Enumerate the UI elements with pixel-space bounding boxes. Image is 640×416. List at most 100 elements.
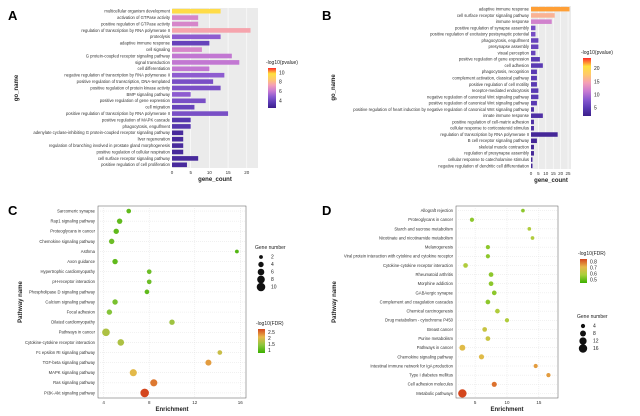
bar — [172, 66, 210, 72]
category-label: Sarcomeric synapse — [57, 208, 96, 213]
data-point — [146, 279, 152, 285]
x-tick-label: 0 — [530, 171, 533, 176]
bar — [531, 94, 539, 100]
category-label: TGF-beta signaling pathway — [43, 360, 96, 365]
x-tick-label: 0 — [171, 170, 174, 175]
category-label: negative regulation of dendritic cell di… — [438, 163, 529, 168]
category-label: Focal adhesion — [67, 310, 96, 315]
size-legend-title: Gene number — [255, 245, 286, 251]
size-legend-dot — [257, 268, 265, 276]
data-point — [146, 269, 152, 275]
x-tick-label: 20 — [558, 171, 564, 176]
category-label: B cell receptor signaling pathway — [468, 138, 530, 143]
bar — [172, 143, 184, 148]
category-label: adenylate cyclase-inhibiting G protein-c… — [33, 130, 171, 135]
colorbar-tick-label: 20 — [594, 66, 600, 72]
data-point — [495, 308, 500, 314]
size-legend-label: 4 — [271, 262, 274, 268]
size-legend-dot — [257, 275, 265, 284]
category-label: negative regulation of canonical Wnt sig… — [427, 94, 530, 99]
x-tick-label: 25 — [566, 171, 572, 176]
data-point — [463, 263, 468, 268]
size-legend-dot — [580, 323, 586, 329]
category-label: immune response — [496, 19, 530, 24]
colorbar-tick-label: 10 — [279, 70, 285, 76]
category-label: Cell adhesion molecules — [408, 382, 453, 387]
bar — [531, 113, 543, 118]
bar — [531, 13, 555, 18]
category-label: liver regeneration — [138, 137, 171, 142]
category-label: adaptive immune response — [120, 41, 171, 46]
category-label: Purine metabolism — [418, 336, 453, 341]
bar — [531, 132, 558, 137]
category-label: negative regulation of transcription by … — [64, 73, 170, 78]
x-tick-label: 16 — [238, 400, 244, 405]
y-axis-title: Pathway name — [18, 280, 24, 322]
category-label: innate immune response — [483, 113, 530, 118]
bar — [172, 98, 206, 104]
data-point — [106, 309, 113, 315]
bar — [531, 138, 537, 144]
category-label: cellular response to catecholamine stimu… — [448, 157, 529, 162]
x-tick-label: 15 — [226, 170, 232, 175]
colorbar — [258, 329, 265, 353]
category-label: Starch and sucrose metabolism — [394, 226, 453, 231]
category-label: Viral protein interaction with cytokine … — [344, 254, 454, 259]
category-label: BMP signaling pathway — [127, 92, 171, 97]
data-point — [113, 228, 119, 234]
data-point — [504, 318, 510, 323]
x-tick-label: 5 — [474, 400, 477, 405]
category-label: Axon guidance — [67, 259, 95, 264]
data-point — [169, 319, 175, 325]
y-axis-title: Pathway name — [332, 280, 338, 322]
category-label: Intestinal immune network for IgA produc… — [370, 363, 453, 368]
category-label: multicellular organism development — [104, 9, 170, 14]
bar — [172, 104, 195, 110]
category-label: phagocytosis, recognition — [482, 69, 530, 74]
chart-d: 5 10 15 Allograft rejection Proteoglycans in… — [332, 205, 608, 413]
bar — [172, 60, 240, 65]
category-label: regulation of transcription by RNA polym… — [440, 132, 529, 137]
category-label: cell differentiation — [137, 66, 170, 71]
category-label: Metabolic pathways — [416, 391, 453, 396]
category-label: positive regulation of synapse assembly — [455, 25, 530, 30]
data-point — [527, 227, 532, 231]
category-label: Chemokine signaling pathway — [39, 239, 96, 244]
legend-title: -log10(pvalue) — [266, 60, 298, 66]
bar — [172, 162, 187, 168]
data-point — [126, 208, 132, 214]
bar — [531, 163, 533, 169]
category-label: receptor-mediated endocytosis — [472, 88, 529, 93]
colorbar-tick-label: 0.7 — [590, 266, 597, 272]
bar — [172, 136, 184, 142]
bar — [172, 53, 232, 59]
bar — [531, 63, 543, 68]
bar — [531, 100, 537, 106]
color-legend-title: -log10(FDR) — [256, 321, 284, 327]
category-label: Cytokine-cytokine receptor interaction — [25, 340, 96, 345]
category-label: cell migration — [145, 105, 170, 110]
plot-background — [531, 6, 571, 169]
colorbar-tick-label: 2.5 — [268, 330, 275, 336]
data-point — [129, 369, 137, 377]
bar — [531, 107, 534, 112]
bar — [172, 117, 191, 123]
panel-letter-b: B — [322, 8, 331, 23]
bar — [531, 44, 539, 50]
bar — [172, 130, 184, 136]
category-label: skeletal muscle contraction — [479, 144, 530, 149]
colorbar — [580, 259, 587, 283]
bar — [172, 15, 199, 20]
data-point — [150, 379, 158, 387]
bar — [531, 19, 552, 24]
category-label: positive regulation of cellular respirat… — [96, 149, 170, 154]
size-legend-label: 10 — [271, 285, 277, 291]
size-legend-dot — [578, 344, 588, 353]
category-label: Pathways in cancer — [59, 330, 96, 335]
data-point — [140, 388, 149, 398]
category-label: positive regulation of cell-matrix adhes… — [452, 119, 529, 124]
category-label: positive regulation of GTPase activity — [101, 21, 171, 26]
bar — [172, 149, 184, 155]
category-label: Type I diabetes mellitus — [409, 373, 453, 378]
